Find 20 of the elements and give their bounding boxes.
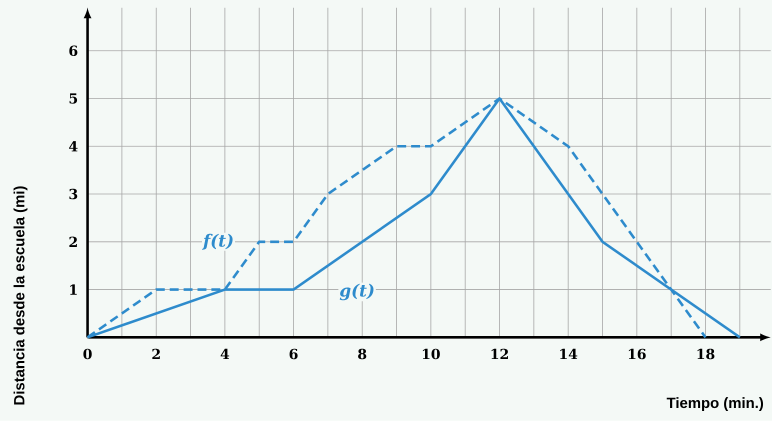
x-tick-label: 18 bbox=[698, 348, 714, 360]
y-tick-label: 5 bbox=[70, 93, 78, 104]
x-axis-title: Tiempo (min.) bbox=[666, 397, 764, 412]
x-tick-label: 12 bbox=[492, 348, 508, 360]
y-tick-label: 6 bbox=[69, 46, 78, 56]
y-tick-label: 3 bbox=[69, 188, 78, 200]
x-tick-label: 14 bbox=[560, 348, 578, 360]
x-tick-label: 6 bbox=[290, 348, 298, 360]
x-tick-label: 16 bbox=[628, 348, 646, 360]
x-tick-label: 4 bbox=[220, 348, 230, 360]
x-tick-label: 8 bbox=[358, 348, 366, 360]
y-tick-label: 1 bbox=[70, 284, 77, 295]
y-tick-label: 4 bbox=[69, 141, 78, 152]
y-tick-label: 2 bbox=[69, 236, 77, 247]
x-tick-label: 0 bbox=[83, 348, 92, 360]
x-tick-label: 10 bbox=[422, 348, 440, 360]
y-axis-title: Distancia desde la escuela (mi) bbox=[14, 186, 28, 405]
series-label: g(t) bbox=[340, 284, 374, 300]
series-label: f(t) bbox=[202, 234, 233, 250]
x-tick-label: 2 bbox=[152, 348, 160, 360]
